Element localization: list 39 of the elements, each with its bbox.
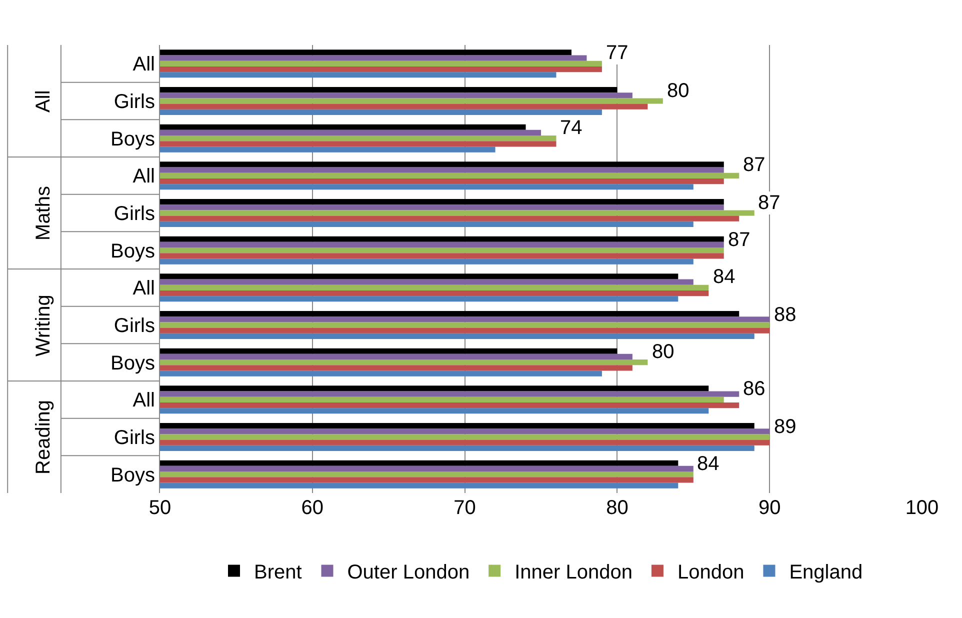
data-label: 86 xyxy=(743,378,766,400)
legend-label: London xyxy=(677,562,744,584)
data-label: 88 xyxy=(774,304,796,326)
legend-label: Outer London xyxy=(347,562,470,584)
text: All xyxy=(32,90,54,112)
x-tick-label: 90 xyxy=(758,497,781,519)
y-tick-label: Boys xyxy=(110,240,155,262)
data-label: 87 xyxy=(743,154,766,176)
data-label: 74 xyxy=(560,117,582,139)
x-tick-label: 80 xyxy=(606,497,628,519)
y-tick-label: Girls xyxy=(114,91,155,113)
text: Writing xyxy=(32,294,54,356)
x-tick-label: 100 xyxy=(905,497,939,519)
data-label: 80 xyxy=(667,80,690,102)
legend-label: Inner London xyxy=(514,562,632,584)
x-tick-label: 60 xyxy=(301,497,324,519)
x-tick-label: 70 xyxy=(454,497,476,519)
y-tick-label: Boys xyxy=(110,352,155,374)
data-label: 77 xyxy=(606,42,628,64)
y-tick-label: Boys xyxy=(110,464,155,486)
legend-label: Brent xyxy=(254,562,302,584)
data-label: 84 xyxy=(713,266,736,288)
data-label: 84 xyxy=(697,453,720,475)
y-tick-label: All xyxy=(132,54,155,76)
y-tick-label: Girls xyxy=(114,315,155,337)
text: Maths xyxy=(32,186,54,240)
y-tick-label: Girls xyxy=(114,203,155,225)
text: Reading xyxy=(32,400,54,474)
x-tick-label: 50 xyxy=(148,497,172,519)
data-label: 89 xyxy=(774,416,796,438)
y-tick-label: All xyxy=(132,278,155,300)
data-label: 80 xyxy=(652,341,674,363)
data-label: 87 xyxy=(728,229,750,251)
y-tick-label: All xyxy=(132,166,155,188)
data-label: 87 xyxy=(758,192,780,214)
y-tick-label: All xyxy=(132,390,155,412)
legend-label: England xyxy=(789,562,863,584)
y-tick-label: Girls xyxy=(114,427,155,449)
y-tick-label: Boys xyxy=(110,128,155,150)
